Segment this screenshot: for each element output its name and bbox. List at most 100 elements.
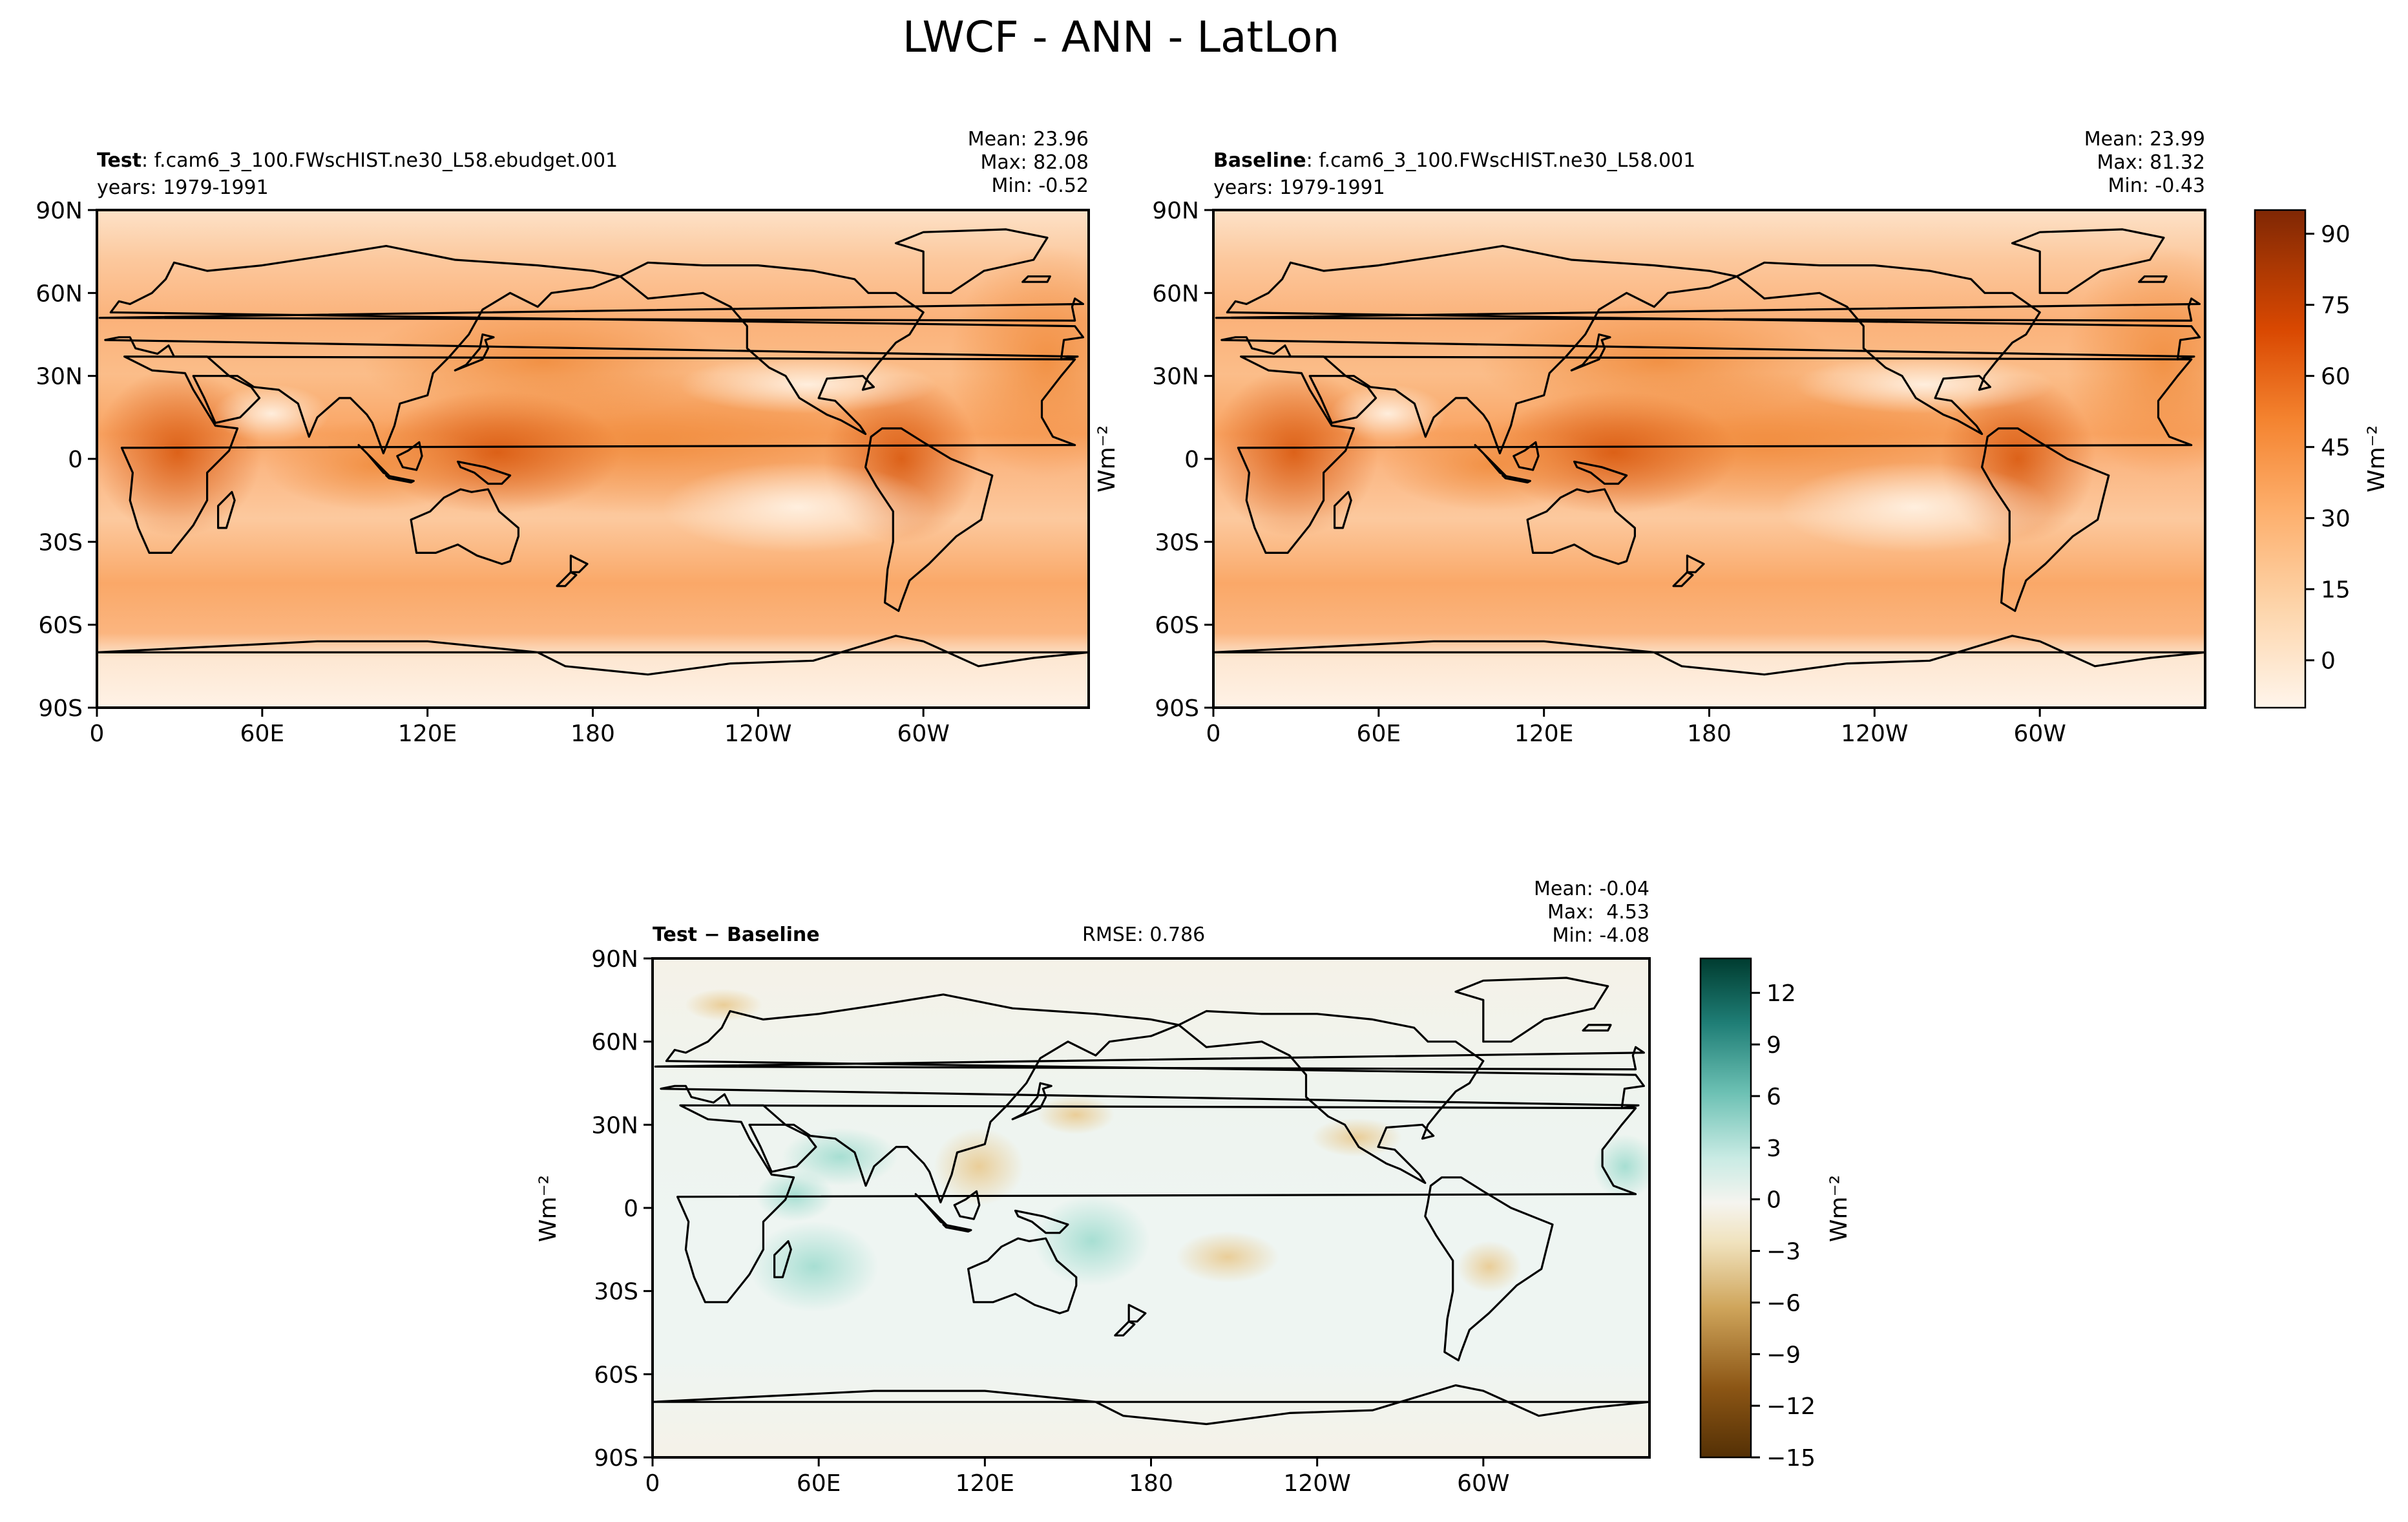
orange-colorbar-label: Wm⁻² — [2363, 425, 2390, 492]
test-x-tick-label: 120W — [724, 721, 791, 747]
test-y-tick-label: 0 — [68, 447, 83, 473]
test-coastline — [0, 428, 1, 611]
test-coastline — [894, 228, 1049, 294]
baseline-y-tick-label: 0 — [1184, 447, 1199, 473]
diff-coastline — [1582, 1024, 1612, 1032]
test-coastline — [217, 491, 236, 529]
test-coastline — [0, 246, 92, 454]
diff-coastline — [1454, 977, 1609, 1043]
diff-x-tick-label: 180 — [1129, 1470, 1173, 1497]
diff-coastline — [0, 1238, 79, 1313]
diff-y-tick-label: 60S — [594, 1362, 638, 1388]
test-x-tick-label: 0 — [90, 721, 105, 747]
test-map — [97, 210, 1089, 708]
baseline-panel: Baseline: f.cam6_3_100.FWscHIST.ne30_L58… — [1213, 128, 2390, 709]
diff-colorbar-tick-label: 0 — [1766, 1187, 1781, 1214]
diff-coastline — [0, 1047, 647, 1069]
baseline-coastline — [1686, 555, 1705, 574]
orange-colorbar-tick-label: 90 — [2321, 222, 2350, 248]
diff-coastline — [953, 1190, 981, 1220]
test-stat-min: Min: -0.52 — [992, 174, 1089, 197]
diff-colorbar-tick-label: 12 — [1766, 980, 1796, 1007]
baseline-case-name: : f.cam6_3_100.FWscHIST.ne30_L58.001 — [1306, 149, 1696, 172]
diff-colorbar: 12 9 6 3 0 −3 −6 −9 −12 −15 Wm⁻² — [1699, 957, 1852, 1472]
test-y-tick-label: 60N — [36, 280, 83, 307]
test-y-tick-label: 30S — [38, 529, 83, 556]
diff-y-tick-label: 90S — [594, 1445, 638, 1472]
diff-y-tick-label: 0 — [623, 1196, 638, 1222]
svg-text:Test: f.cam6_3_100.FWscHIST.ne: Test: f.cam6_3_100.FWscHIST.ne30_L58.ebu… — [97, 149, 618, 172]
test-y-tick-label: 90N — [36, 198, 83, 224]
test-coastline — [1021, 275, 1051, 283]
diff-rmse: RMSE: 0.786 — [1082, 924, 1205, 946]
baseline-axes: 0 60E 120E 180 120W 60W 90N 60N 30N 0 30S 60S 90S — [1152, 198, 2206, 747]
test-coastline — [864, 427, 994, 612]
diff-stat-max: Max: 4.53 — [1547, 901, 1649, 924]
baseline-y-tick-label: 60S — [1155, 613, 1199, 639]
test-coastlines — [0, 228, 1089, 676]
diff-y-tick-label: 90N — [591, 946, 638, 973]
test-ylabel: Wm⁻² — [1094, 425, 1120, 492]
test-coastline — [104, 245, 1085, 455]
diff-axes: 0 60E 120E 180 120W 60W 90N 60N 30N 0 30S 60S 90S — [591, 946, 1651, 1497]
diff-x-tick-label: 60W — [1457, 1470, 1509, 1497]
baseline-y-tick-label: 60N — [1152, 280, 1199, 307]
diff-coastline — [118, 1322, 138, 1336]
baseline-y-tick-label: 30N — [1152, 364, 1199, 390]
diff-coastline — [1424, 1176, 1554, 1362]
diff-label: Test − Baseline — [653, 924, 820, 946]
baseline-coastline — [1502, 474, 1531, 484]
diff-colorbar-tick-label: −15 — [1766, 1445, 1816, 1472]
baseline-y-tick-label: 90N — [1152, 198, 1199, 224]
orange-colorbar-tick-label: 15 — [2321, 577, 2350, 604]
test-x-tick-label: 60W — [897, 721, 949, 747]
diff-coastline — [773, 1240, 792, 1278]
diff-coastline — [16, 1083, 54, 1119]
diff-coastline — [967, 1237, 1078, 1315]
test-panel: Test: f.cam6_3_100.FWscHIST.ne30_L58.ebu… — [97, 128, 1120, 708]
baseline-coastline — [1573, 460, 1628, 485]
baseline-label: Baseline — [1213, 149, 1306, 172]
diff-coastline — [653, 1400, 654, 1403]
baseline-coastline — [1513, 441, 1540, 471]
diff-coastline — [914, 1192, 947, 1226]
orange-colorbar-tick-label: 60 — [2321, 364, 2350, 390]
diff-colorbar-tick-label: −12 — [1766, 1393, 1816, 1420]
baseline-map — [1213, 210, 2205, 708]
baseline-x-tick-label: 120E — [1514, 721, 1573, 747]
test-coastline — [120, 355, 1076, 555]
diff-coastline — [1177, 1009, 1485, 1185]
diff-colorbar-tick-label: −6 — [1766, 1290, 1801, 1316]
baseline-coastline — [1213, 635, 2205, 676]
diff-x-tick-label: 120E — [956, 1470, 1014, 1497]
diff-colorbar-tick-label: −3 — [1766, 1239, 1801, 1265]
diff-y-tick-label: 60N — [591, 1030, 638, 1056]
diff-coastline — [1014, 1209, 1069, 1234]
test-x-tick-label: 180 — [571, 721, 615, 747]
baseline-coastline — [1570, 333, 1611, 372]
test-coastline — [456, 460, 512, 485]
test-axes: 0 60E 120E 180 120W 60W 90N 60N 30N 0 30S 60S 90S — [36, 198, 1090, 747]
diff-coastline — [132, 1305, 149, 1322]
diff-colorbar-tick-label: 9 — [1766, 1032, 1781, 1059]
diff-colorbar-gradient — [1699, 957, 1752, 1459]
test-stat-max: Max: 82.08 — [980, 151, 1089, 174]
diff-coastline — [660, 993, 1645, 1204]
baseline-coastline — [1526, 488, 1636, 565]
test-label: Test — [97, 149, 141, 172]
test-coastline — [97, 651, 98, 654]
diff-coastline — [676, 1104, 1637, 1304]
test-coastline — [385, 474, 415, 484]
baseline-coastlines — [1213, 228, 2205, 676]
diff-coastline — [654, 1046, 1645, 1071]
baseline-coastline — [1220, 245, 2201, 455]
diff-colorbar-tick-label: 6 — [1766, 1084, 1781, 1110]
baseline-y-tick-label: 30S — [1155, 529, 1199, 556]
baseline-coastline — [1981, 427, 2110, 612]
baseline-x-tick-label: 180 — [1687, 721, 1732, 747]
figure-title: LWCF - ANN - LatLon — [903, 12, 1339, 62]
test-coastline — [357, 443, 390, 477]
diff-coastline — [1127, 1304, 1147, 1323]
baseline-stat-mean: Mean: 23.99 — [2084, 128, 2205, 151]
baseline-years: years: 1979-1991 — [1213, 176, 1385, 199]
